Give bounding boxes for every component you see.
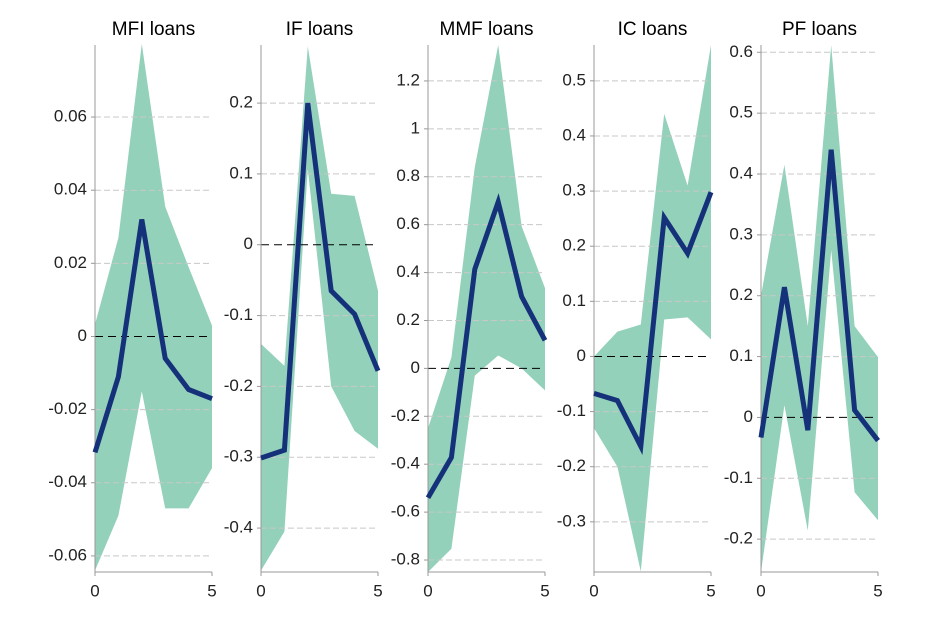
- y-tick-label: -0.3: [557, 511, 586, 530]
- y-tick-label: 0: [411, 358, 420, 377]
- y-tick-label: 0.5: [729, 103, 753, 122]
- chart-title: IF loans: [286, 19, 354, 40]
- y-tick-label: -0.6: [391, 502, 420, 521]
- y-tick-label: -0.2: [557, 456, 586, 475]
- x-tick-label: 0: [756, 581, 765, 600]
- confidence-band: [428, 45, 545, 572]
- y-tick-label: -0.4: [391, 454, 420, 473]
- y-tick-label: 0.8: [396, 166, 420, 185]
- y-tick-label: 0.2: [396, 310, 420, 329]
- y-tick-label: -0.2: [391, 406, 420, 425]
- line: [758, 149, 880, 443]
- y-tick-label: -0.4: [224, 518, 253, 537]
- x-tick-label: 0: [589, 581, 598, 600]
- x-tick-label: 0: [256, 581, 265, 600]
- y-tick-label: 0.1: [229, 163, 253, 182]
- line: [92, 219, 213, 454]
- line: [425, 193, 548, 499]
- y-tick-label: 0.2: [729, 285, 753, 304]
- y-tick-label: -0.1: [224, 305, 253, 324]
- line: [593, 191, 714, 455]
- y-tick-label: 0.1: [562, 291, 586, 310]
- y-tick-label: -0.3: [224, 447, 253, 466]
- chart-title: MFI loans: [112, 19, 195, 40]
- y-tick-label: 0.02: [54, 253, 87, 272]
- chart-title: MMF loans: [440, 19, 534, 40]
- y-tick-label: 0.2: [562, 236, 586, 255]
- y-tick-label: 0.2: [229, 93, 253, 112]
- y-tick-label: 1: [411, 118, 420, 137]
- y-tick-label: 0.06: [54, 107, 87, 126]
- y-tick-label: 0: [577, 346, 586, 365]
- x-tick-label: 0: [423, 581, 432, 600]
- confidence-band: [95, 43, 212, 571]
- y-tick-label: 0.3: [729, 224, 753, 243]
- y-tick-label: -0.2: [224, 376, 253, 395]
- y-tick-label: 0.6: [396, 214, 420, 233]
- y-tick-label: -0.1: [557, 401, 586, 420]
- y-tick-label: -0.8: [391, 550, 420, 569]
- x-tick-label: 0: [90, 581, 99, 600]
- y-tick-label: -0.1: [724, 468, 753, 487]
- chart-title: IC loans: [618, 19, 688, 40]
- y-tick-label: 1.2: [396, 70, 420, 89]
- y-tick-label: 0.4: [729, 163, 753, 182]
- x-tick-label: 5: [373, 581, 382, 600]
- y-tick-label: 0.4: [396, 262, 420, 281]
- x-tick-label: 5: [207, 581, 216, 600]
- line: [260, 102, 381, 461]
- y-tick-label: 0.1: [729, 346, 753, 365]
- y-tick-label: 0.6: [729, 42, 753, 61]
- y-tick-label: 0.3: [562, 181, 586, 200]
- y-tick-label: -0.06: [48, 545, 87, 564]
- y-tick-label: -0.02: [48, 399, 87, 418]
- y-tick-label: 0.5: [562, 70, 586, 89]
- y-tick-label: -0.04: [48, 472, 87, 491]
- y-tick-label: 0.4: [562, 125, 586, 144]
- confidence-band: [261, 46, 378, 571]
- x-tick-label: 5: [873, 581, 882, 600]
- y-tick-label: 0.04: [54, 180, 87, 199]
- chart-title: PF loans: [782, 19, 857, 40]
- x-tick-label: 5: [706, 581, 715, 600]
- y-tick-label: 0: [78, 326, 87, 345]
- y-tick-label: 0: [244, 234, 253, 253]
- y-tick-label: -0.2: [724, 529, 753, 548]
- y-tick-label: 0: [744, 407, 753, 426]
- x-tick-label: 5: [540, 581, 549, 600]
